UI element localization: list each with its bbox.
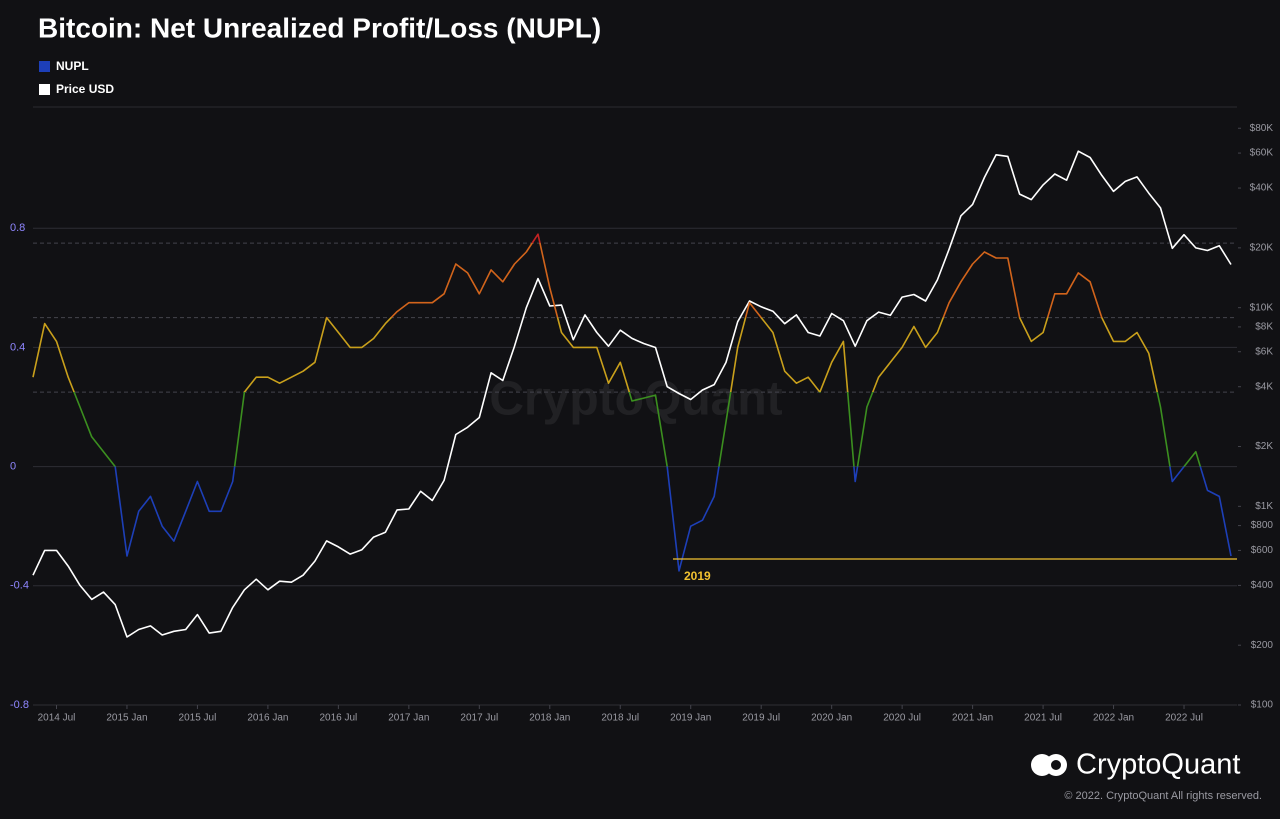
x-tick-label: 2018 Jul bbox=[601, 713, 639, 724]
x-tick-label: 2017 Jan bbox=[388, 713, 429, 724]
y2-tick-label: $8K bbox=[1255, 322, 1273, 333]
plot-area: 0.8 0.4 0 -0.4 -0.8 $100 $200 $400 $600 $800 $1K $2… bbox=[10, 123, 1273, 724]
y2-tick-label: $4K bbox=[1255, 381, 1273, 392]
y-tick-label: -0.4 bbox=[10, 580, 29, 592]
y-tick-label: 0.8 bbox=[10, 222, 25, 234]
y2-tick-label: $1K bbox=[1255, 501, 1273, 512]
y-tick-label: -0.8 bbox=[10, 699, 29, 711]
y2-tick-label: $20K bbox=[1250, 243, 1274, 254]
y2-tick-label: $200 bbox=[1251, 640, 1274, 651]
y2-tick-label: $400 bbox=[1251, 580, 1274, 591]
y-tick-label: 0.4 bbox=[10, 341, 25, 353]
y2-tick-label: $2K bbox=[1255, 441, 1273, 452]
copyright: © 2022. CryptoQuant All rights reserved. bbox=[1064, 790, 1262, 802]
y2-tick-label: $10K bbox=[1250, 302, 1274, 313]
brand-logo bbox=[1031, 754, 1067, 776]
x-tick-label: 2017 Jul bbox=[460, 713, 498, 724]
x-tick-label: 2022 Jan bbox=[1093, 713, 1134, 724]
watermark: CryptoQuant bbox=[489, 373, 782, 426]
x-tick-label: 2021 Jul bbox=[1024, 713, 1062, 724]
y2-tick-label: $100 bbox=[1251, 700, 1274, 711]
x-tick-label: 2016 Jul bbox=[319, 713, 357, 724]
x-tick-label: 2016 Jan bbox=[247, 713, 288, 724]
x-tick-label: 2018 Jan bbox=[529, 713, 570, 724]
nupl-line bbox=[32, 233, 1232, 572]
legend-swatch-nupl bbox=[39, 61, 50, 72]
x-tick-label: 2021 Jan bbox=[952, 713, 993, 724]
x-tick-label: 2015 Jan bbox=[106, 713, 147, 724]
price-line bbox=[32, 150, 1232, 638]
x-tick-label: 2022 Jul bbox=[1165, 713, 1203, 724]
x-tick-label: 2015 Jul bbox=[179, 713, 217, 724]
y2-tick-label: $600 bbox=[1251, 545, 1274, 556]
y2-tick-label: $60K bbox=[1250, 148, 1274, 159]
legend-label: NUPL bbox=[56, 59, 89, 73]
x-tick-label: 2019 Jul bbox=[742, 713, 780, 724]
chart-title: Bitcoin: Net Unrealized Profit/Loss (NUP… bbox=[38, 12, 601, 43]
x-tick-label: 2019 Jan bbox=[670, 713, 711, 724]
y2-tick-label: $80K bbox=[1250, 123, 1274, 134]
legend-label: Price USD bbox=[56, 82, 114, 96]
x-tick-label: 2020 Jan bbox=[811, 713, 852, 724]
x-tick-label: 2014 Jul bbox=[38, 713, 76, 724]
y2-tick-label: $40K bbox=[1250, 183, 1274, 194]
brand-name: CryptoQuant bbox=[1076, 749, 1240, 781]
annotation-label: 2019 bbox=[684, 569, 711, 583]
legend-swatch-price bbox=[39, 84, 50, 95]
y2-tick-label: $6K bbox=[1255, 346, 1273, 357]
y2-tick-label: $800 bbox=[1251, 520, 1274, 531]
x-tick-label: 2020 Jul bbox=[883, 713, 921, 724]
y-tick-label: 0 bbox=[10, 461, 16, 473]
